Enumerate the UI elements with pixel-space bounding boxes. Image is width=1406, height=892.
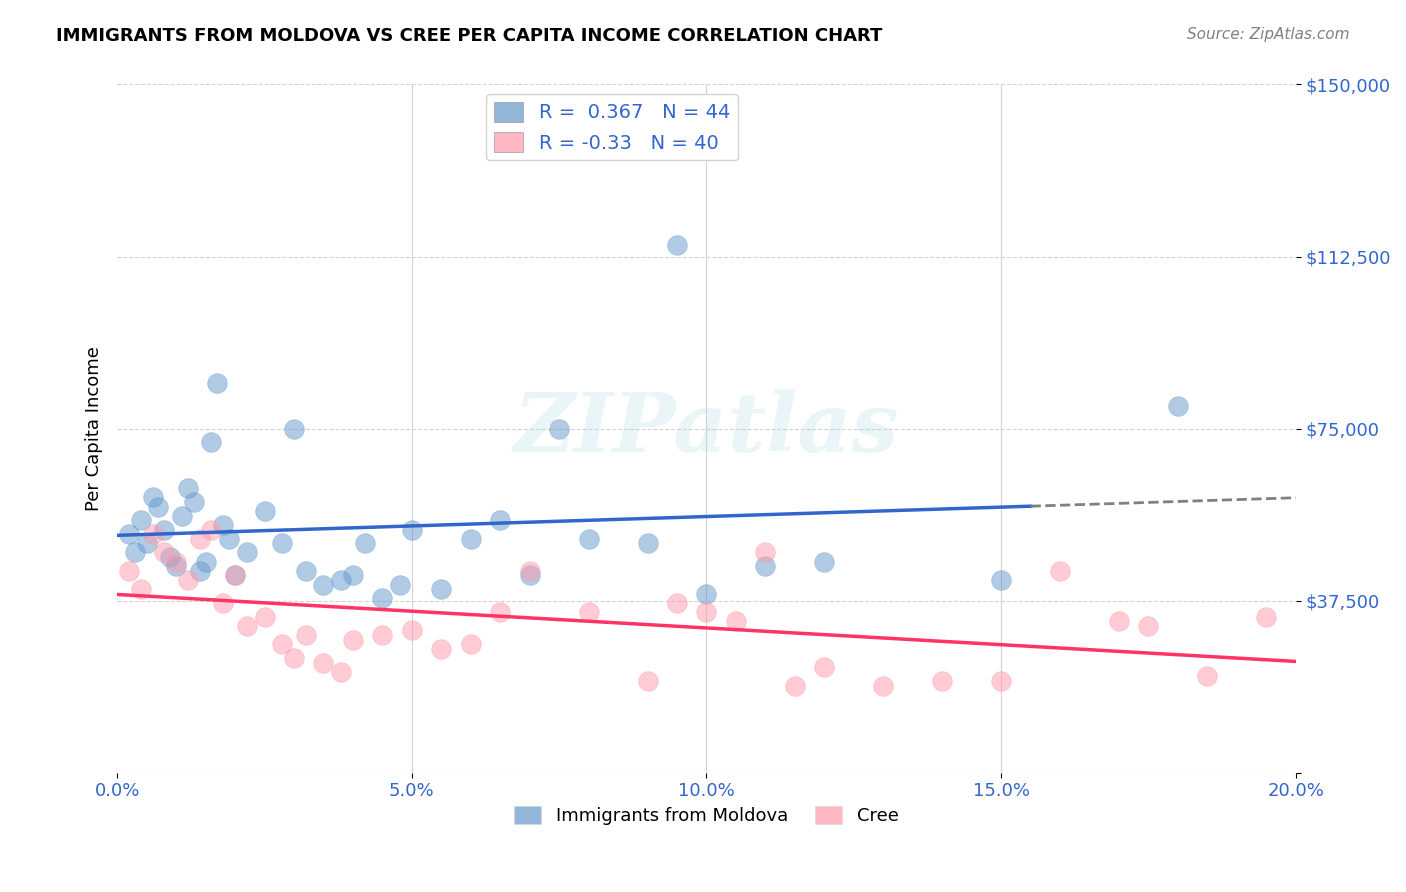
- Point: [330, 665, 353, 679]
- Point: [519, 564, 541, 578]
- Point: [188, 564, 211, 578]
- Point: [430, 641, 453, 656]
- Legend: Immigrants from Moldova, Cree: Immigrants from Moldova, Cree: [508, 798, 905, 832]
- Point: [170, 508, 193, 523]
- Point: [129, 582, 152, 597]
- Point: [1197, 669, 1219, 683]
- Point: [294, 628, 316, 642]
- Point: [637, 673, 659, 688]
- Point: [371, 628, 394, 642]
- Point: [578, 532, 600, 546]
- Point: [159, 550, 181, 565]
- Point: [207, 376, 229, 390]
- Point: [489, 605, 512, 619]
- Point: [990, 673, 1012, 688]
- Point: [342, 632, 364, 647]
- Point: [695, 587, 717, 601]
- Point: [177, 481, 200, 495]
- Point: [1108, 615, 1130, 629]
- Point: [931, 673, 953, 688]
- Point: [118, 564, 141, 578]
- Point: [460, 532, 482, 546]
- Point: [548, 421, 571, 435]
- Point: [141, 491, 163, 505]
- Point: [165, 559, 187, 574]
- Point: [389, 577, 412, 591]
- Point: [1167, 399, 1189, 413]
- Point: [294, 564, 316, 578]
- Point: [183, 495, 205, 509]
- Point: [401, 523, 423, 537]
- Point: [253, 504, 276, 518]
- Y-axis label: Per Capita Income: Per Capita Income: [86, 346, 103, 511]
- Point: [990, 573, 1012, 587]
- Point: [194, 555, 217, 569]
- Point: [489, 513, 512, 527]
- Point: [342, 568, 364, 582]
- Point: [1256, 609, 1278, 624]
- Point: [177, 573, 200, 587]
- Text: IMMIGRANTS FROM MOLDOVA VS CREE PER CAPITA INCOME CORRELATION CHART: IMMIGRANTS FROM MOLDOVA VS CREE PER CAPI…: [56, 27, 883, 45]
- Point: [401, 624, 423, 638]
- Point: [872, 679, 894, 693]
- Point: [283, 651, 305, 665]
- Point: [212, 518, 235, 533]
- Point: [330, 573, 353, 587]
- Point: [1137, 619, 1160, 633]
- Point: [312, 577, 335, 591]
- Point: [637, 536, 659, 550]
- Point: [283, 421, 305, 435]
- Point: [118, 527, 141, 541]
- Point: [253, 609, 276, 624]
- Point: [813, 555, 835, 569]
- Point: [224, 568, 246, 582]
- Point: [200, 523, 222, 537]
- Text: ZIPatlas: ZIPatlas: [513, 389, 900, 468]
- Point: [1049, 564, 1071, 578]
- Point: [165, 555, 187, 569]
- Point: [666, 238, 689, 252]
- Point: [754, 545, 776, 559]
- Point: [695, 605, 717, 619]
- Point: [783, 679, 806, 693]
- Point: [271, 536, 294, 550]
- Point: [236, 545, 259, 559]
- Point: [271, 637, 294, 651]
- Point: [578, 605, 600, 619]
- Point: [353, 536, 375, 550]
- Point: [430, 582, 453, 597]
- Point: [135, 536, 157, 550]
- Point: [218, 532, 240, 546]
- Point: [236, 619, 259, 633]
- Point: [124, 545, 146, 559]
- Point: [519, 568, 541, 582]
- Point: [129, 513, 152, 527]
- Point: [666, 596, 689, 610]
- Point: [754, 559, 776, 574]
- Text: Source: ZipAtlas.com: Source: ZipAtlas.com: [1187, 27, 1350, 42]
- Point: [224, 568, 246, 582]
- Point: [212, 596, 235, 610]
- Point: [724, 615, 747, 629]
- Point: [188, 532, 211, 546]
- Point: [460, 637, 482, 651]
- Point: [371, 591, 394, 606]
- Point: [153, 545, 176, 559]
- Point: [312, 656, 335, 670]
- Point: [141, 527, 163, 541]
- Point: [153, 523, 176, 537]
- Point: [813, 660, 835, 674]
- Point: [200, 435, 222, 450]
- Point: [148, 500, 170, 514]
